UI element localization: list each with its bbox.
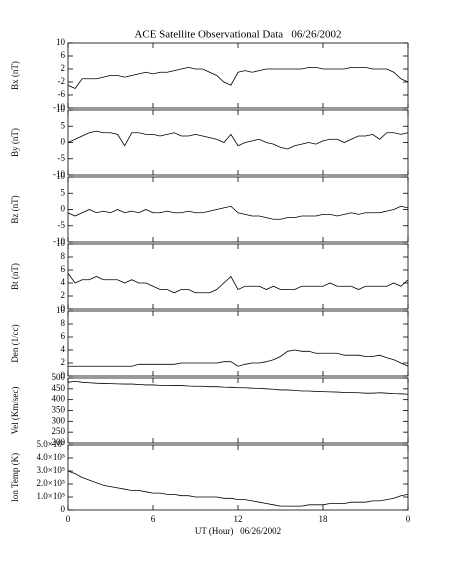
y-tick-label: 400 <box>52 394 66 404</box>
data-line <box>68 349 409 367</box>
x-tick-label: 6 <box>151 514 156 524</box>
chart-title: ACE Satellite Observational Data 06/26/2… <box>134 29 341 41</box>
data-line <box>67 66 409 90</box>
data-line <box>67 470 409 507</box>
y-tick-label: -5 <box>58 153 66 163</box>
y-tick-label: 10 <box>56 37 66 47</box>
y-tick-label: 4.0×10⁵ <box>37 452 65 462</box>
panel-frame <box>67 176 409 243</box>
y-tick-label: 350 <box>52 405 66 415</box>
x-tick-label: 0 <box>406 514 411 524</box>
y-tick-label: -10 <box>53 102 65 112</box>
y-tick-label: 0 <box>61 137 66 147</box>
y-tick-label: 200 <box>52 437 66 447</box>
y-tick-label: 4 <box>61 277 66 287</box>
y-tick-label: 6 <box>61 264 66 274</box>
y-axis-label: Bz (nT) <box>10 195 20 223</box>
y-tick-label: 250 <box>52 426 66 436</box>
y-tick-label: 0 <box>61 370 66 380</box>
y-tick-label: -10 <box>53 169 65 179</box>
y-tick-label: 450 <box>52 383 66 393</box>
y-tick-label: 10 <box>56 104 66 114</box>
panel-frame <box>67 109 409 176</box>
panel-frame <box>67 243 409 310</box>
y-tick-label: 10 <box>56 171 66 181</box>
data-line <box>67 130 409 150</box>
x-tick-label: 0 <box>66 514 71 524</box>
y-tick-label: 8 <box>61 318 66 328</box>
y-tick-label: 300 <box>52 415 66 425</box>
y-tick-label: 3.0×10⁵ <box>37 465 65 475</box>
y-tick-label: 0 <box>61 303 66 313</box>
x-tick-label: 12 <box>234 514 243 524</box>
y-tick-label: 4 <box>61 344 66 354</box>
y-axis-label: Vel (Km/sec) <box>10 387 20 435</box>
y-tick-label: 6 <box>61 331 66 341</box>
y-tick-label: 0 <box>61 204 66 214</box>
y-tick-label: 2 <box>61 357 66 367</box>
y-tick-label: 10 <box>56 238 66 248</box>
y-tick-label: 2 <box>61 290 66 300</box>
y-axis-label: Den (1/cc) <box>10 324 20 362</box>
y-tick-label: 6 <box>61 50 66 60</box>
y-axis-label: By (nT) <box>10 128 20 157</box>
y-tick-label: -10 <box>53 236 65 246</box>
y-tick-label: 2.0×10⁵ <box>37 478 65 488</box>
y-tick-label: 8 <box>61 251 66 261</box>
y-tick-label: 10 <box>56 305 66 315</box>
y-tick-label: 5 <box>61 187 66 197</box>
y-tick-label: 500 <box>52 372 66 382</box>
data-line <box>67 273 409 294</box>
panel-frame <box>67 444 409 511</box>
y-tick-label: -5 <box>58 220 66 230</box>
data-line <box>67 205 409 220</box>
y-tick-label: 5 <box>61 120 66 130</box>
y-tick-label: 0 <box>61 504 66 514</box>
y-tick-label: 1.0×10⁵ <box>37 491 65 501</box>
x-axis-label: UT (Hour) 06/26/2002 <box>195 526 281 536</box>
y-tick-label: 2 <box>61 63 66 73</box>
x-tick-label: 18 <box>319 514 329 524</box>
y-axis-label: Ion Temp (K) <box>10 453 20 502</box>
y-tick-label: 5.0×10⁵ <box>37 439 65 449</box>
y-axis-label: Bt (nT) <box>10 263 20 290</box>
y-axis-label: Bx (nT) <box>10 61 20 90</box>
y-tick-label: -6 <box>58 89 66 99</box>
data-line <box>67 380 409 395</box>
y-tick-label: -2 <box>58 76 66 86</box>
